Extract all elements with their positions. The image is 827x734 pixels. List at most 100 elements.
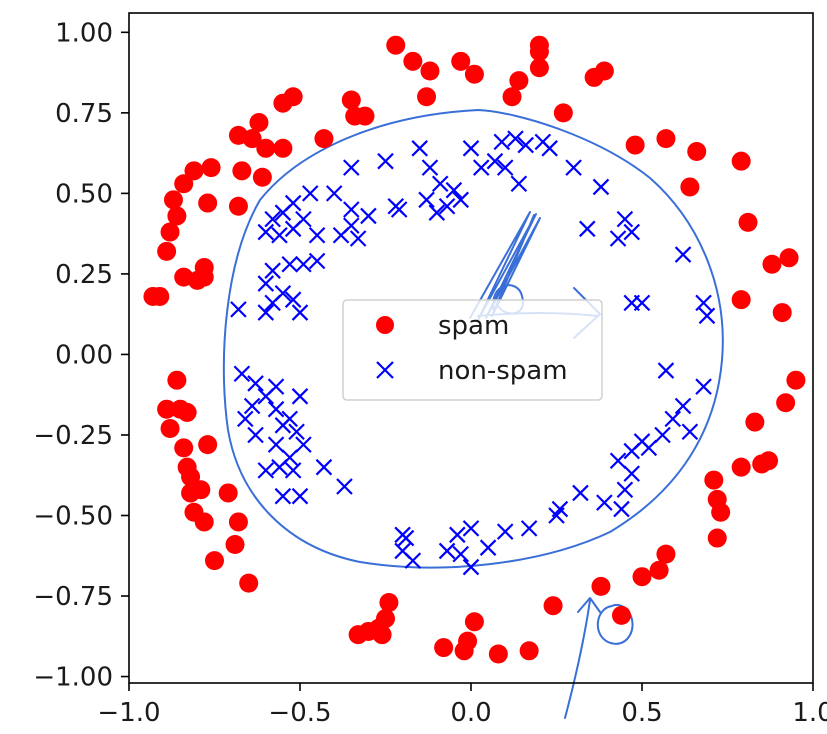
spam-point [228,196,248,216]
spam-point [543,596,563,616]
non-spam-point [257,304,275,321]
spam-point [786,370,806,390]
non-spam-point [281,255,299,273]
non-spam-point [404,552,422,569]
spam-point [779,248,799,268]
spam-point [341,90,361,110]
non-spam-point [609,230,627,247]
spam-point [745,412,765,432]
spam-point [451,51,471,71]
non-spam-point [507,130,524,147]
spam-point [611,605,631,625]
spam-point [167,370,187,390]
data-points [143,35,806,664]
non-spam-point [551,500,569,518]
spam-point [198,193,218,213]
non-spam-point [541,140,558,157]
spam-point [379,592,399,612]
y-tick-label: 0.50 [55,179,113,209]
legend-box [342,299,603,401]
y-tick-label: −0.75 [33,582,113,612]
spam-point [434,638,454,658]
spam-point [731,151,751,171]
spam-point [403,51,423,71]
x-tick-label: 0.5 [621,698,662,728]
non-spam-point [572,484,589,502]
spam-point [160,222,180,242]
non-spam-point [343,159,360,176]
spam-point [464,64,484,84]
x-tick-label: 1.0 [792,698,827,728]
spam-point [420,61,440,81]
non-spam-point [271,458,288,476]
non-spam-point [579,220,596,238]
non-spam-point [284,220,302,238]
non-spam-point [291,487,309,505]
spam-point [181,467,201,487]
non-spam-point [609,452,627,470]
spam-point [157,399,177,419]
non-spam-point [295,255,312,273]
spam-point [376,609,395,629]
non-spam-point [257,223,275,241]
non-spam-point [288,423,305,441]
non-spam-point [695,378,712,395]
spam-point [649,560,669,580]
spam-point [252,167,272,187]
non-spam-point [308,252,326,270]
non-spam-point [452,545,470,563]
spam-point [464,612,484,632]
non-spam-point [654,426,671,444]
spam-point [174,438,194,458]
spam-point [194,267,214,287]
non-spam-point [349,230,367,247]
non-spam-point [274,487,292,505]
spam-point [218,483,238,503]
non-spam-point [462,558,480,576]
non-spam-point [271,226,288,244]
spam-point [201,158,221,178]
non-spam-point [257,462,275,479]
spam-point [519,641,539,661]
non-spam-point [336,478,353,495]
non-spam-point [664,410,682,428]
non-spam-point [418,191,435,209]
non-spam-point [315,458,333,476]
x-tick-label: −0.5 [268,698,331,728]
spam-point [704,470,724,490]
non-spam-point [267,400,285,418]
spam-point [232,161,252,181]
non-spam-point [421,159,439,176]
non-spam-point [674,397,692,415]
spam-point [150,286,170,306]
non-spam-point [657,362,675,379]
spam-point [283,87,303,107]
spam-point [225,534,245,554]
spam-point [656,544,676,564]
spam-point [687,142,707,162]
y-tick-label: 0.75 [55,99,113,129]
spam-point [184,161,204,181]
spam-point [273,138,293,158]
spam-point [174,174,194,194]
hand-drawn-circle [597,604,634,645]
non-spam-point [257,388,275,405]
non-spam-point [438,542,456,560]
non-spam-point [623,465,641,482]
non-spam-point [633,294,651,312]
non-spam-point [291,304,309,321]
non-spam-point [616,481,634,499]
spam-point [711,502,731,522]
y-tick-label: −0.50 [33,502,113,532]
spam-point [458,631,478,651]
spam-point [177,402,197,422]
non-spam-point [510,175,528,192]
spam-point [529,58,549,78]
spam-point [205,551,224,571]
spam-point [762,254,782,274]
spam-point [163,190,183,210]
spam-point [731,290,751,310]
spam-point [776,393,796,413]
y-tick-label: −1.00 [33,663,113,693]
